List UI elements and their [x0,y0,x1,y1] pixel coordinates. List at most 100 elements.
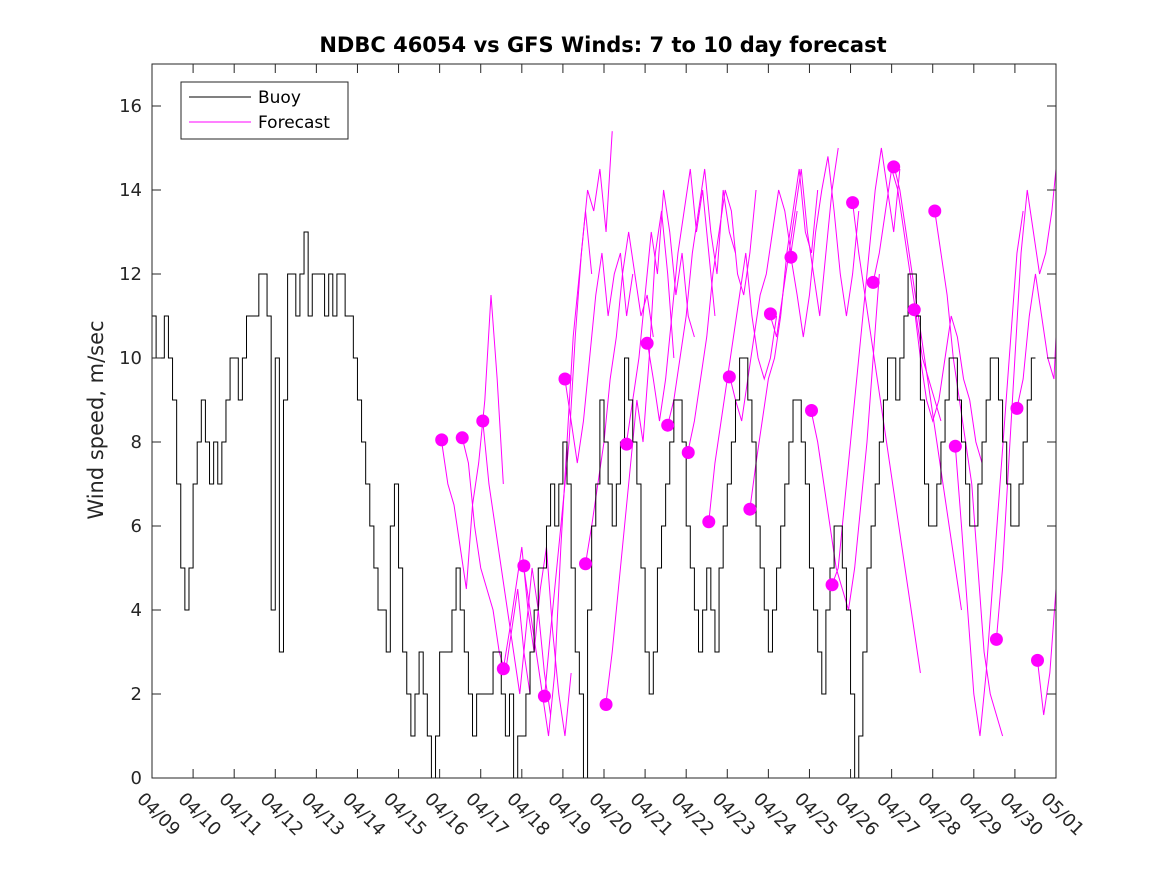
forecast-marker [825,578,839,592]
forecast-marker [948,439,962,453]
legend-label-forecast: Forecast [258,113,330,133]
x-tick-label: 04/09 [132,789,184,841]
forecast-run-line [811,273,880,611]
y-tick-label: 16 [119,96,142,117]
legend: Buoy Forecast [180,81,349,140]
x-tick-label: 04/13 [297,789,349,841]
forecast-run-line [749,168,819,510]
forecast-marker [476,414,490,428]
forecast-run-line [543,131,613,699]
forecast-marker [907,303,921,317]
forecast-marker [640,336,654,350]
forecast-marker [435,433,449,447]
x-tick-label: 04/30 [995,789,1047,841]
forecast-run-line [482,420,552,716]
y-axis-label: Wind speed, m/sec [84,320,108,519]
x-tick-label: 04/19 [543,789,595,841]
x-tick-label: 04/17 [461,789,513,841]
x-tick-label: 04/28 [913,789,965,841]
forecast-run-line [585,231,654,564]
forecast-marker [537,689,551,703]
forecast-series [441,131,1056,737]
x-tick-label: 04/18 [502,789,554,841]
buoy-series [152,231,1036,778]
x-tick-label: 04/20 [584,789,636,841]
forecast-run-line [687,189,757,451]
legend-label-buoy: Buoy [258,88,301,108]
x-tick-label: 04/11 [215,789,267,841]
x-tick-label: 04/24 [749,789,801,841]
y-tick-label: 12 [119,264,142,285]
forecast-run-line [626,189,695,443]
forecast-run-line [708,252,778,522]
axis-ticks [151,64,1057,779]
x-tick-label: 04/10 [174,789,226,841]
y-tick-label: 8 [131,432,142,453]
y-tick-label: 4 [131,600,142,621]
forecast-run-line [790,156,860,338]
forecast-marker [599,698,613,711]
x-tick-label: 04/27 [872,789,924,841]
forecast-marker [928,204,942,218]
legend-box [180,81,349,140]
y-tick-label: 10 [119,348,142,369]
forecast-marker [887,160,901,174]
forecast-marker [866,275,880,289]
forecast-run-line [441,294,504,590]
forecast-markers [435,160,1045,711]
buoy-line [152,231,1036,778]
chart-title: NDBC 46054 vs GFS Winds: 7 to 10 day for… [319,33,886,57]
forecast-marker [722,370,736,384]
forecast-run-line [667,168,736,426]
y-tick-label: 0 [131,768,142,789]
forecast-run-line [646,168,716,422]
forecast-run-line [461,437,531,695]
y-tick-label: 6 [131,516,142,537]
x-tick-label: 04/15 [379,789,431,841]
forecast-marker [763,307,777,321]
forecast-run-line [954,210,1024,737]
forecast-run-line [1016,273,1056,409]
forecast-marker [1010,401,1024,415]
x-tick-label: 04/12 [256,789,308,841]
x-tick-labels: 04/0904/1004/1104/1204/1304/1404/1504/16… [132,789,1088,841]
forecast-run-line [1037,588,1056,716]
forecast-run-line [728,189,798,422]
forecast-marker [743,502,757,516]
forecast-marker [517,559,531,573]
forecast-run-line [852,202,921,674]
forecast-run-line [913,307,983,464]
forecast-run-line [831,147,901,585]
forecast-run-line [995,168,1056,640]
forecast-marker [579,557,593,571]
forecast-marker [702,515,716,529]
forecast-marker [1031,653,1045,667]
forecast-marker [661,418,675,432]
forecast-run-line [872,168,942,422]
forecast-marker [681,446,695,459]
x-tick-label: 04/21 [626,789,678,841]
forecast-marker [620,437,634,451]
forecast-marker [846,196,860,210]
x-tick-label: 04/23 [708,789,760,841]
forecast-run-line [502,546,572,737]
forecast-marker [455,431,469,445]
forecast-marker [805,404,819,417]
x-tick-label: 04/25 [790,789,842,841]
forecast-marker [496,662,510,676]
forecast-run-line [893,164,962,611]
x-tick-label: 05/01 [1036,789,1088,841]
forecast-run-line [934,210,1004,737]
forecast-marker [784,250,798,264]
x-tick-label: 04/14 [338,789,390,841]
y-tick-label: 14 [119,180,142,201]
forecast-run-line [564,252,634,464]
forecast-marker [989,632,1003,646]
forecast-run-line [523,210,593,737]
x-tick-label: 04/29 [954,789,1006,841]
forecast-marker [558,372,572,386]
y-tick-labels: 0 2 4 6 8 10 12 14 16 [119,96,142,789]
forecast-run-line [769,147,839,338]
x-tick-label: 04/22 [667,789,719,841]
